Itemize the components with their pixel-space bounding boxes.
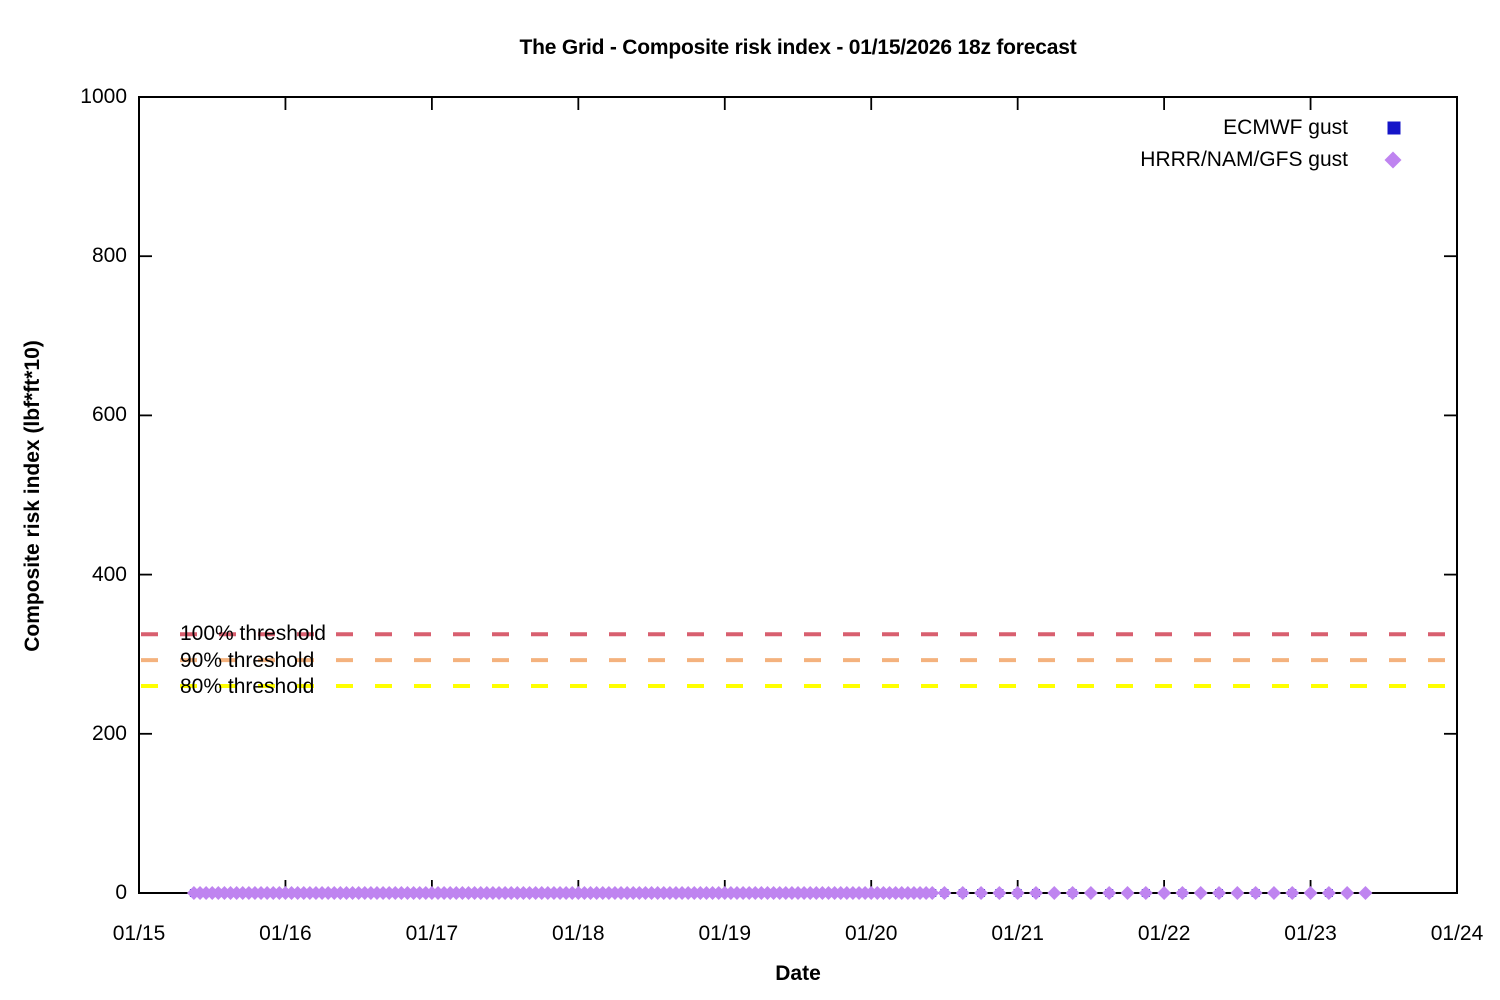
data-point-diamond (1340, 886, 1355, 900)
y-tick-label-5: 1000 (80, 85, 127, 108)
data-point-diamond (937, 886, 952, 900)
data-point-diamond (1303, 886, 1318, 900)
data-point-diamond (955, 886, 970, 900)
x-tick-label-1: 01/16 (259, 922, 312, 945)
x-tick-label-7: 01/22 (1137, 922, 1191, 945)
y-tick-label-1: 200 (91, 721, 127, 745)
data-point-diamond (1175, 886, 1190, 900)
data-point-diamond (992, 886, 1007, 900)
x-tick-label-2: 01/17 (405, 922, 459, 945)
legend-label-ecmwf-gust: ECMWF gust (1223, 116, 1348, 139)
threshold-label-100pct: 100% threshold (180, 622, 326, 645)
x-tick-label-6: 01/21 (991, 922, 1044, 945)
data-point-diamond (1212, 886, 1227, 900)
legend-marker-diamond (1384, 151, 1402, 169)
x-axis-label: Date (775, 962, 821, 985)
threshold-label-90pct: 90% threshold (180, 649, 315, 672)
x-tick-label-9: 01/24 (1430, 922, 1484, 945)
y-tick-label-4: 800 (91, 244, 127, 268)
legend-label-hrrr-nam-gfs-gust: HRRR/NAM/GFS gust (1140, 148, 1348, 171)
data-point-diamond (1193, 886, 1208, 900)
data-point-diamond (1028, 886, 1043, 900)
data-point-diamond (1047, 886, 1062, 900)
data-point-diamond (1157, 886, 1172, 900)
y-tick-label-2: 400 (91, 562, 127, 586)
data-point-diamond (1065, 886, 1080, 900)
data-point-diamond (1285, 886, 1300, 900)
threshold-label-80pct: 80% threshold (180, 675, 315, 698)
x-tick-label-0: 01/15 (112, 922, 166, 945)
x-tick-label-4: 01/19 (698, 922, 752, 945)
data-point-diamond (1102, 886, 1117, 900)
data-point-diamond (1083, 886, 1098, 900)
plot-border (138, 96, 1458, 894)
chart-title: The Grid - Composite risk index - 01/15/… (519, 36, 1077, 59)
data-point-diamond (1230, 886, 1245, 900)
data-point-diamond (1321, 886, 1336, 900)
x-tick-label-8: 01/23 (1284, 922, 1337, 945)
data-point-diamond (1358, 886, 1373, 900)
data-point-diamond (1266, 886, 1281, 900)
data-point-diamond (1010, 886, 1025, 900)
data-point-diamond (1120, 886, 1135, 900)
legend-marker-square (1387, 121, 1401, 135)
data-point-diamond (1138, 886, 1153, 900)
data-point-diamond (925, 886, 940, 900)
y-axis-label: Composite risk index (lbf*ft*10) (21, 340, 44, 652)
x-tick-label-5: 01/20 (844, 922, 898, 945)
data-point-diamond (974, 886, 989, 900)
y-tick-label-0: 0 (115, 881, 127, 904)
y-tick-label-3: 600 (91, 403, 127, 427)
data-point-diamond (1248, 886, 1263, 900)
x-tick-label-3: 01/18 (552, 922, 605, 945)
